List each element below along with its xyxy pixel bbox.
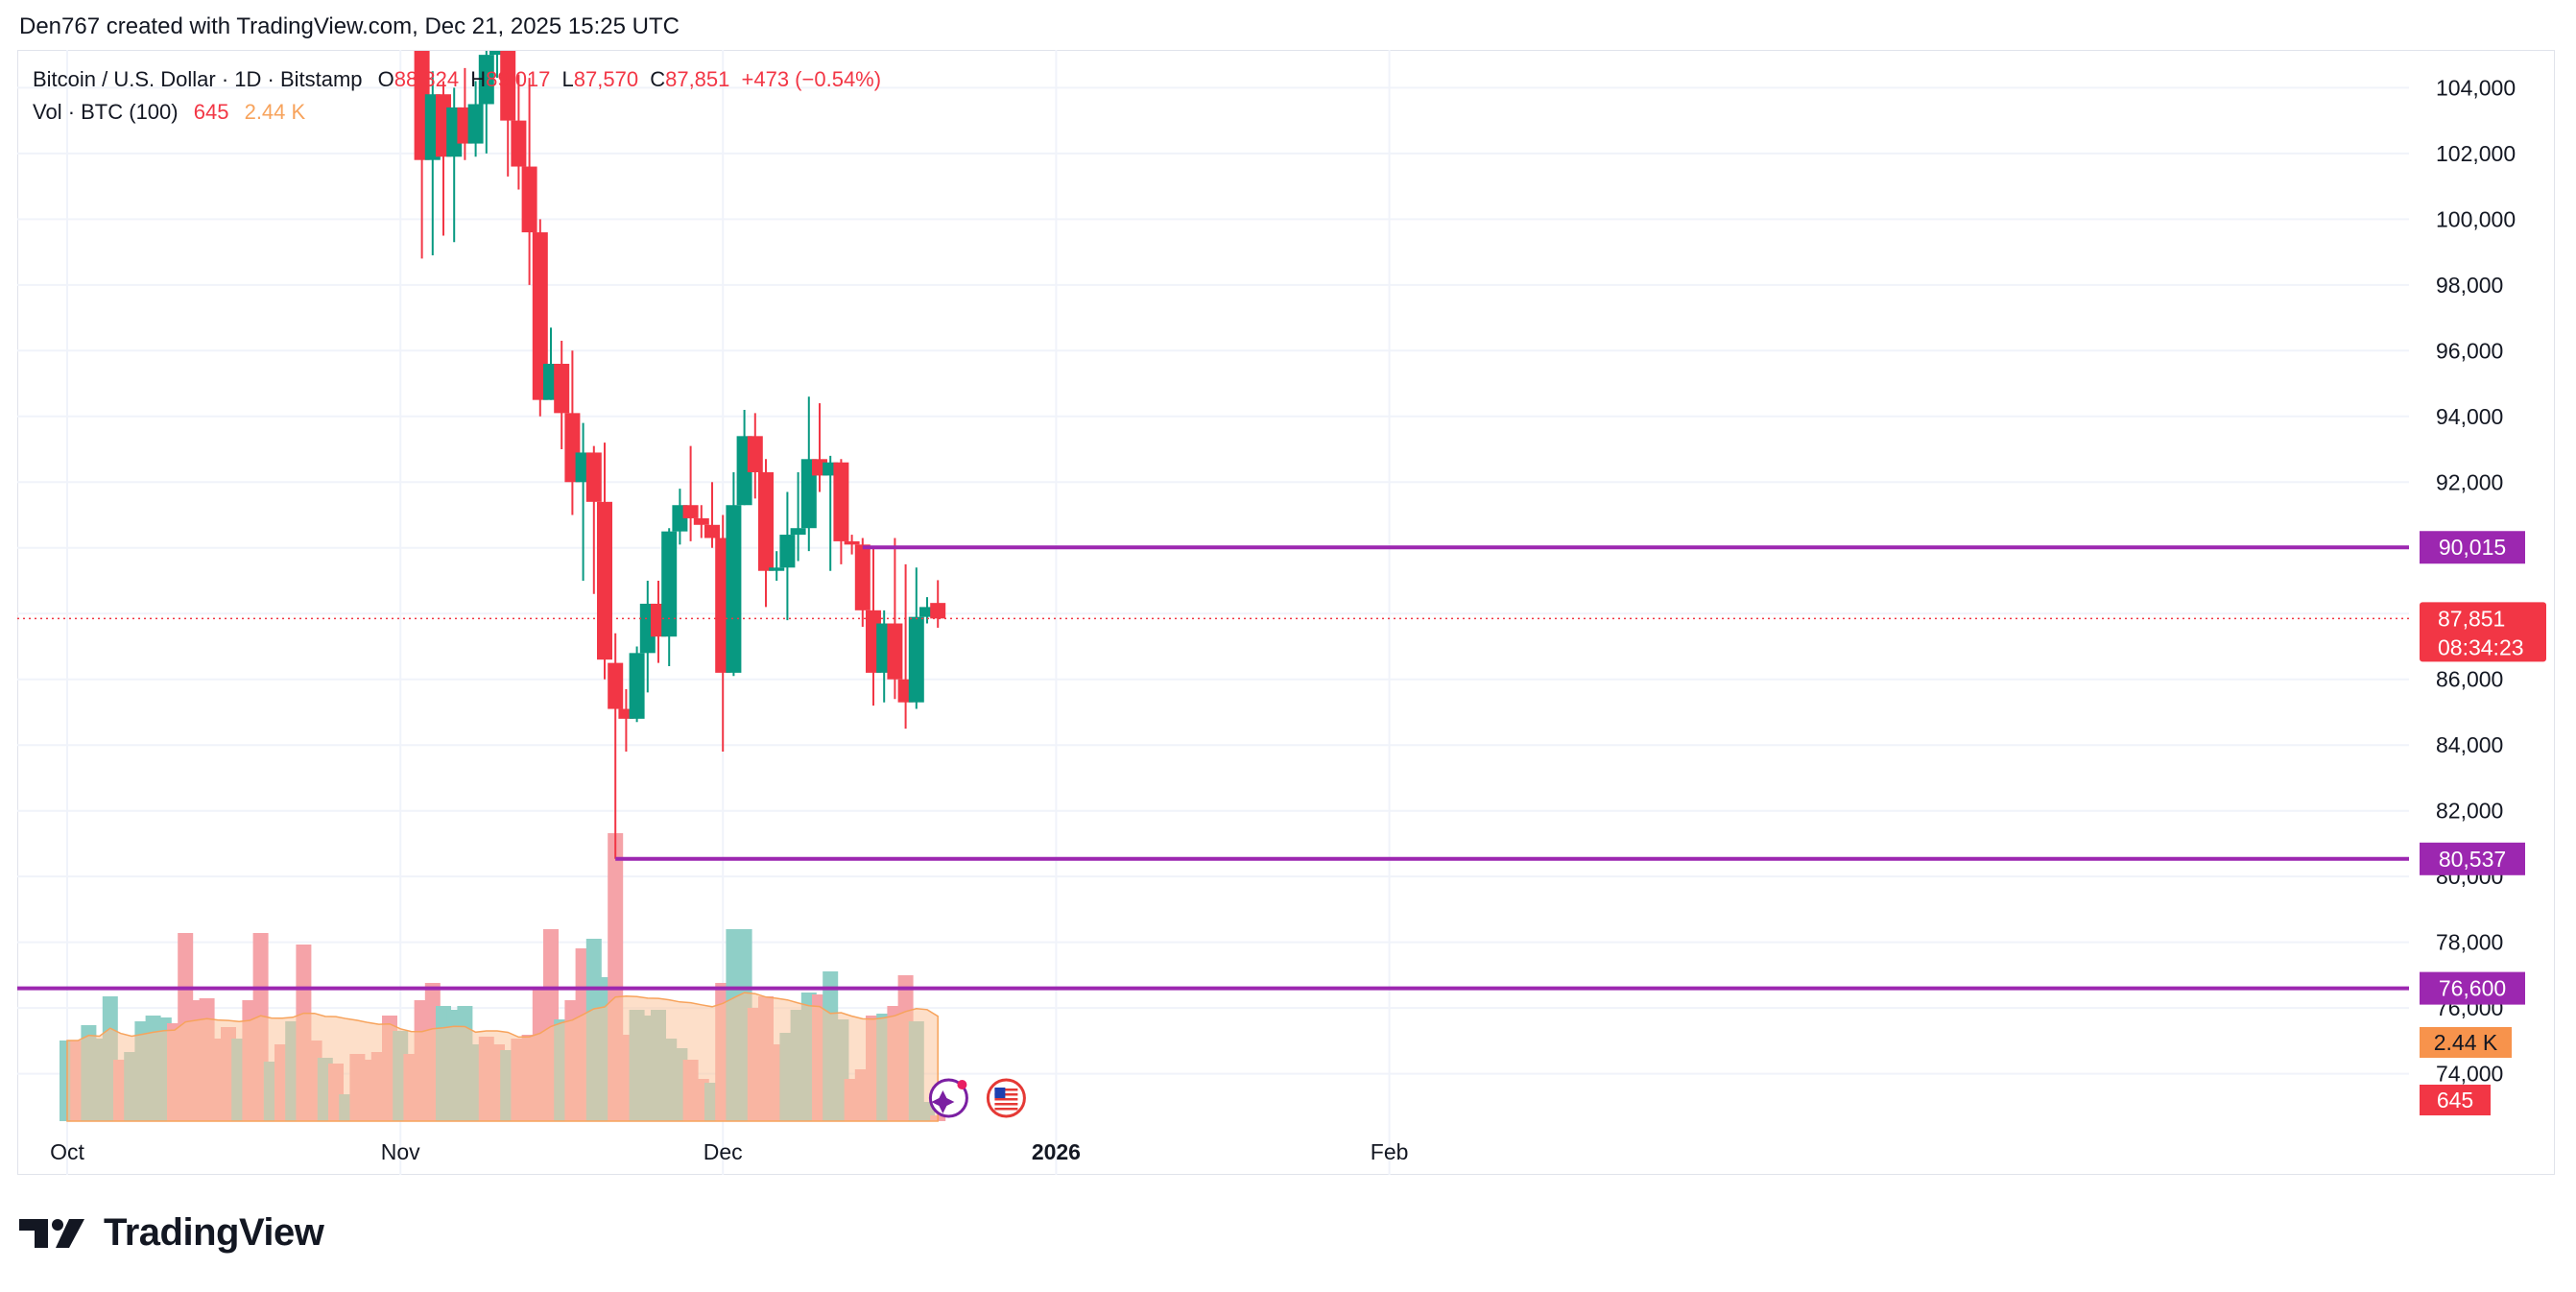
candle-body [704,524,720,538]
brand-name: TradingView [104,1211,324,1254]
candles [414,51,946,859]
last-price-tag [2420,602,2546,662]
y-tick-label: 82,000 [2436,799,2503,824]
legend-close-label: C [650,67,666,91]
candle-body [887,623,903,680]
candle-body [511,120,527,167]
candle-body [854,544,871,610]
candle-body [844,540,860,545]
volume-ma-area [66,992,939,1122]
candle-body [919,607,935,617]
level-price-tag [2420,971,2525,1005]
legend-volume-value: 645 [193,100,229,124]
legend-volume-label[interactable]: Vol · BTC (100) [33,100,179,124]
candle-body [769,567,785,571]
legend-high-label: H [470,67,487,91]
candle-body [726,505,742,673]
y-tick-label: 74,000 [2436,1062,2503,1087]
x-tick-label: Feb [1371,1139,1409,1164]
legend-ohlc: Bitcoin / U.S. Dollar · 1D · Bitstamp O8… [33,67,881,92]
y-tick-label: 94,000 [2436,404,2503,429]
level-price-tag [2420,531,2525,564]
candle-body [758,472,774,571]
candle-body [747,436,763,472]
candle-body [629,653,645,719]
grid-lines [17,50,2409,1175]
legend-volume: Vol · BTC (100) 645 2.44 K [33,100,305,125]
level-price-label: 76,600 [2439,976,2506,1001]
volume-ma-tag [2420,1027,2512,1058]
tradingview-logo-icon [19,1218,84,1248]
candle-body [618,708,634,719]
countdown-label: 08:34:23 [2438,634,2524,659]
candle-body [597,501,612,660]
ai-sparkle-icon [928,1078,968,1118]
price-axis: 74,00076,00078,00080,00082,00084,00086,0… [2420,75,2546,1115]
legend-low-label: L [561,67,574,91]
x-tick-label: Nov [381,1139,420,1164]
legend-close-value: 87,851 [665,67,730,91]
level-price-tag [2420,842,2525,875]
candle-body [693,517,709,525]
candle-body [790,528,806,536]
candle-body [521,166,537,233]
time-axis: Oct Nov Dec 2026 Feb [50,1139,1408,1164]
y-tick-label: 96,000 [2436,338,2503,363]
legend-change: +473 (−0.54%) [741,67,882,91]
volume-ma-tag-label: 2.44 K [2434,1030,2498,1055]
y-tick-label: 84,000 [2436,732,2503,757]
candle-body [800,459,817,529]
candle-body [661,531,678,637]
candle-body [467,104,484,144]
candle-body [500,51,516,121]
candle-body [489,51,505,56]
y-tick-label: 100,000 [2436,206,2516,231]
event-icons[interactable] [928,1078,1026,1118]
candle-body [478,55,494,105]
candle-body [554,364,570,414]
x-tick-label: Dec [704,1139,743,1164]
y-tick-label: 102,000 [2436,141,2516,166]
volume-last-tag [2420,1085,2491,1115]
legend-open-label: O [377,67,394,91]
y-tick-label: 98,000 [2436,273,2503,298]
legend-symbol[interactable]: Bitcoin / U.S. Dollar · 1D · Bitstamp [33,67,363,91]
y-tick-label: 78,000 [2436,930,2503,955]
level-price-label: 80,537 [2439,847,2506,872]
volume-last-tag-label: 645 [2437,1088,2473,1113]
chart-credit: Den767 created with TradingView.com, Dec… [19,13,680,39]
legend-volume-ma-value: 2.44 K [244,100,306,124]
y-tick-label: 104,000 [2436,75,2516,100]
candle-body [930,603,946,619]
x-tick-label: 2026 [1032,1139,1081,1164]
candle-body [585,452,602,502]
volume-pane [60,833,946,1122]
tradingview-brand[interactable]: TradingView [19,1211,324,1255]
legend-open-value: 88,324 [394,67,460,91]
chart-pane[interactable] [17,50,2555,1175]
level-lines [17,545,2409,991]
y-tick-label: 92,000 [2436,469,2503,494]
candle-body [779,535,796,568]
legend-low-value: 87,570 [573,67,639,91]
level-price-label: 90,015 [2439,535,2506,560]
candle-body [682,505,699,518]
candle-body [833,462,849,541]
candle-body [532,232,548,400]
y-tick-label: 86,000 [2436,667,2503,692]
candle-body [608,662,624,709]
legend-high-value: 89,017 [486,67,551,91]
candle-body [908,616,924,703]
x-tick-label: Oct [50,1139,84,1164]
us-flag-event-icon [986,1078,1026,1118]
last-price-label: 87,851 [2438,606,2505,631]
